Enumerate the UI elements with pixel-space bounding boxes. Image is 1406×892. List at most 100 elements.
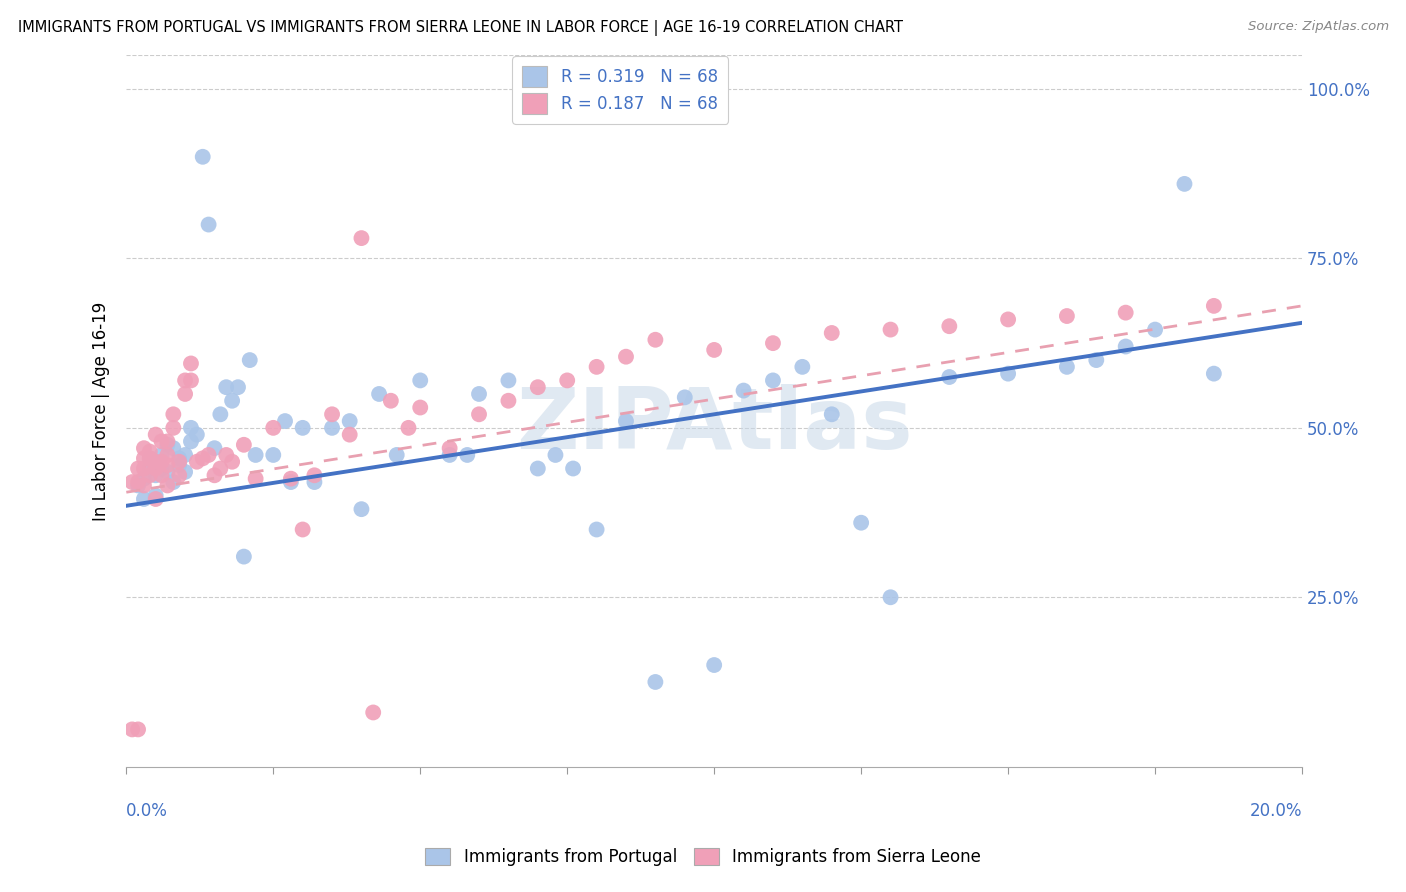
Point [468,387,491,401]
Point [191,150,214,164]
Text: 0.0%: 0.0% [127,802,169,821]
Point [262,448,284,462]
Point [792,359,814,374]
Point [127,475,149,489]
Point [321,407,343,421]
Point [145,468,167,483]
Point [139,461,162,475]
Point [139,451,162,466]
Legend: R = 0.319   N = 68, R = 0.187   N = 68: R = 0.319 N = 68, R = 0.187 N = 68 [512,56,728,124]
Text: Source: ZipAtlas.com: Source: ZipAtlas.com [1249,20,1389,33]
Point [555,373,578,387]
Point [226,380,249,394]
Point [180,356,202,370]
Point [821,326,844,340]
Point [562,461,585,475]
Point [439,448,461,462]
Point [232,549,254,564]
Point [174,387,197,401]
Point [733,384,755,398]
Point [350,502,373,516]
Point [204,468,226,483]
Point [385,448,408,462]
Point [762,336,785,351]
Point [879,322,901,336]
Point [232,438,254,452]
Point [527,380,550,394]
Point [245,448,267,462]
Point [132,451,155,466]
Point [156,438,179,452]
Point [139,451,162,466]
Point [1202,299,1225,313]
Point [703,343,725,357]
Point [585,523,607,537]
Point [997,367,1019,381]
Point [221,455,243,469]
Point [174,448,197,462]
Text: IMMIGRANTS FROM PORTUGAL VS IMMIGRANTS FROM SIERRA LEONE IN LABOR FORCE | AGE 16: IMMIGRANTS FROM PORTUGAL VS IMMIGRANTS F… [18,20,903,36]
Point [156,448,179,462]
Point [156,478,179,492]
Point [139,468,162,483]
Point [167,455,190,469]
Point [121,475,143,489]
Point [162,441,184,455]
Point [468,407,491,421]
Point [215,448,238,462]
Point [145,455,167,469]
Point [614,350,637,364]
Point [291,421,314,435]
Point [304,468,326,483]
Point [585,359,607,374]
Point [361,706,384,720]
Point [280,472,302,486]
Point [879,591,901,605]
Point [127,461,149,475]
Point [409,401,432,415]
Point [150,448,173,462]
Point [191,451,214,466]
Point [209,461,232,475]
Point [162,421,184,435]
Text: ZIPAtlas: ZIPAtlas [516,384,912,467]
Point [262,421,284,435]
Point [997,312,1019,326]
Point [121,723,143,737]
Point [156,465,179,479]
Point [1202,367,1225,381]
Point [291,523,314,537]
Point [132,491,155,506]
Point [186,427,208,442]
Point [167,458,190,472]
Point [644,675,666,690]
Point [145,461,167,475]
Point [938,319,960,334]
Point [1144,322,1167,336]
Point [938,370,960,384]
Point [1085,353,1108,368]
Point [221,393,243,408]
Point [821,407,844,421]
Point [703,658,725,673]
Point [150,455,173,469]
Legend: Immigrants from Portugal, Immigrants from Sierra Leone: Immigrants from Portugal, Immigrants fro… [419,841,987,873]
Point [380,393,402,408]
Point [156,434,179,449]
Point [127,723,149,737]
Point [197,218,219,232]
Point [350,231,373,245]
Point [162,475,184,489]
Point [762,373,785,387]
Point [127,478,149,492]
Point [150,468,173,483]
Point [186,455,208,469]
Point [180,434,202,449]
Point [1115,339,1137,353]
Point [132,441,155,455]
Y-axis label: In Labor Force | Age 16-19: In Labor Force | Age 16-19 [93,301,110,521]
Point [215,380,238,394]
Point [409,373,432,387]
Point [139,444,162,458]
Point [180,421,202,435]
